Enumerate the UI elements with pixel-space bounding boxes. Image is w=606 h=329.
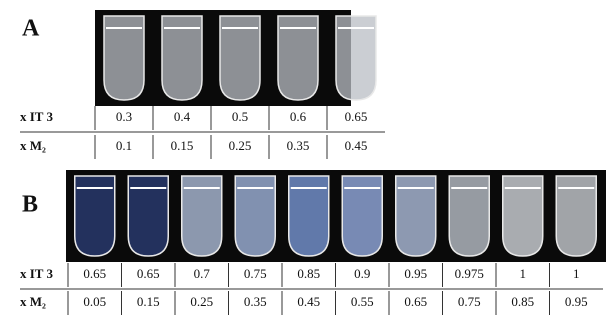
cell: 0.25 — [229, 138, 252, 153]
cell: 1 — [573, 266, 580, 281]
cell: 0.45 — [297, 294, 320, 309]
cell: 0.5 — [232, 109, 248, 124]
cell: 0.75 — [458, 294, 481, 309]
panel-label: B — [22, 192, 38, 218]
panel-label: A — [22, 16, 40, 42]
cell: 0.9 — [354, 266, 370, 281]
cell: 0.4 — [174, 109, 191, 124]
cell: 0.65 — [404, 294, 427, 309]
cell: 0.65 — [345, 109, 368, 124]
cell: 0.25 — [190, 294, 213, 309]
cell: 0.35 — [244, 294, 267, 309]
cell: 0.1 — [116, 138, 132, 153]
cell: 0.45 — [345, 138, 368, 153]
figure: Ax IT 3 0.3 0.4 0.5 0.6 0.65 x M₂ 0.1 0.15 0.25 0.… — [0, 0, 606, 324]
row-label: x M₂ — [20, 294, 46, 309]
cell: 0.7 — [194, 266, 211, 281]
row-label: x M₂ — [20, 138, 46, 153]
cell: 0.6 — [290, 109, 307, 124]
row-label: x IT 3 — [20, 266, 53, 281]
cell: 0.85 — [511, 294, 534, 309]
cell: 0.95 — [565, 294, 588, 309]
cell: 1 — [520, 266, 527, 281]
cell: 0.05 — [83, 294, 106, 309]
cell: 0.65 — [83, 266, 106, 281]
cell: 0.75 — [244, 266, 267, 281]
cell: 0.85 — [297, 266, 320, 281]
row-label: x IT 3 — [20, 109, 53, 124]
cell: 0.975 — [455, 266, 484, 281]
cell: 0.15 — [171, 138, 194, 153]
cell: 0.95 — [404, 266, 427, 281]
cell: 0.35 — [287, 138, 310, 153]
cell: 0.65 — [137, 266, 160, 281]
cell: 0.3 — [116, 109, 132, 124]
page: {"panels": [ {"label": "A", "rows": [ {"… — [0, 0, 606, 324]
cell: 0.55 — [351, 294, 374, 309]
cell: 0.15 — [137, 294, 160, 309]
